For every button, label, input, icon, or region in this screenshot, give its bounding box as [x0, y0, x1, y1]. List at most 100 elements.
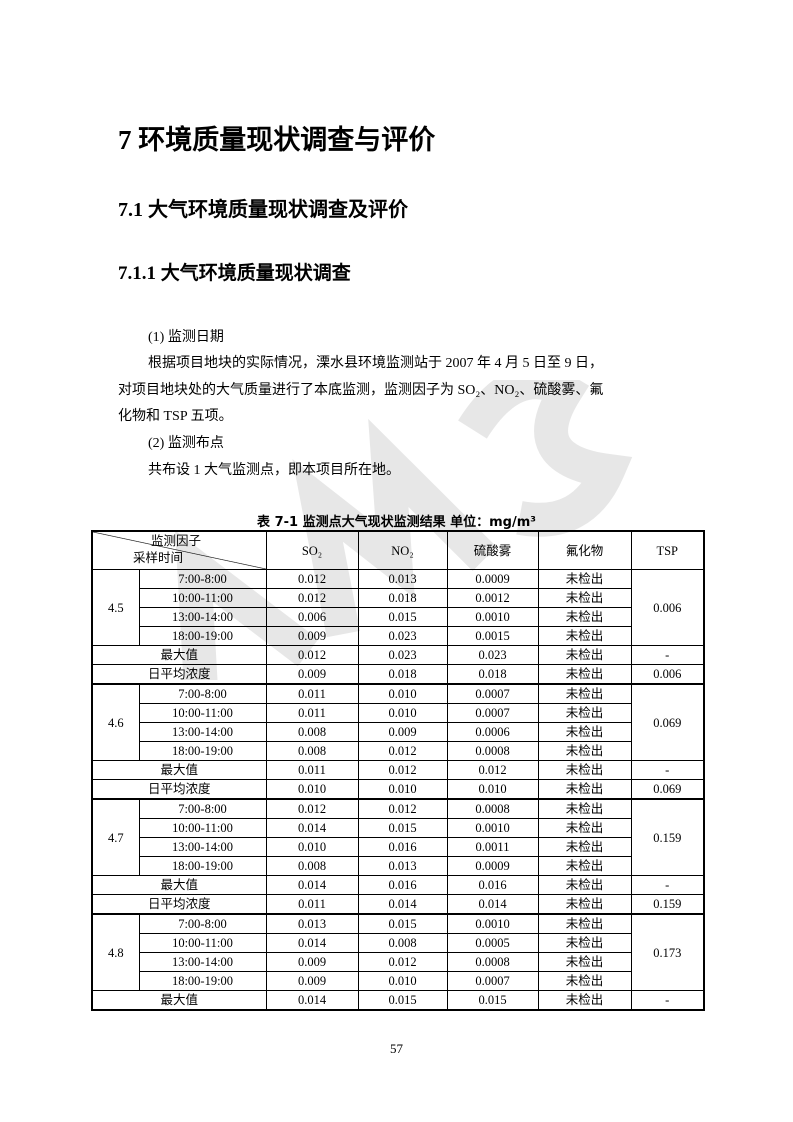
header-factor-label: 监测因子 [151, 534, 202, 548]
value-cell: 未检出 [537, 894, 632, 915]
value-cell: 0.069 [630, 779, 705, 800]
time-cell: 7:00-8:00 [138, 798, 267, 819]
max-row: 最大值 0.014 0.015 0.015 未检出 - [91, 990, 705, 1011]
value-cell: 0.0007 [446, 703, 539, 723]
table-row: 10:00-11:00 0.014 0.015 0.0010 未检出 [92, 818, 704, 838]
value-cell: 0.0008 [446, 798, 539, 819]
value-cell: 0.0012 [446, 588, 539, 608]
time-cell: 10:00-11:00 [138, 818, 267, 838]
value-cell: 0.012 [357, 760, 448, 780]
value-cell: 0.015 [357, 607, 448, 627]
paragraph-line: 对项目地块处的大气质量进行了本底监测，监测因子为 SO₂、NO₂、硫酸雾、氟 [118, 383, 604, 398]
value-cell: 未检出 [537, 683, 632, 704]
value-cell: 0.014 [446, 894, 539, 915]
value-cell: 0.018 [446, 664, 539, 685]
table-row: 13:00-14:00 0.009 0.012 0.0008 未检出 [92, 952, 704, 972]
max-label: 最大值 [91, 875, 267, 895]
tsp-cell: 0.006 [630, 569, 705, 646]
max-row: 最大值 0.011 0.012 0.012 未检出 - [91, 760, 705, 780]
avg-row: 日平均浓度 0.009 0.018 0.018 未检出 0.006 [91, 664, 705, 685]
value-cell: 0.023 [357, 626, 448, 646]
value-cell: 0.0008 [446, 741, 539, 761]
value-cell: 0.012 [357, 741, 448, 761]
value-cell: 0.014 [265, 933, 359, 953]
value-cell: 未检出 [537, 971, 632, 991]
value-cell: 0.012 [357, 952, 448, 972]
value-cell: 0.0008 [446, 952, 539, 972]
value-cell: 未检出 [537, 664, 632, 685]
value-cell: 0.010 [265, 837, 359, 857]
value-cell: 未检出 [537, 875, 632, 895]
chapter-heading: 7 环境质量现状调查与评价 [118, 125, 436, 155]
value-cell: - [630, 760, 705, 780]
value-cell: 未检出 [537, 856, 632, 876]
table-row: 4.8 7:00-8:00 0.013 0.015 0.0010 未检出 0.173 [91, 913, 705, 991]
max-label: 最大值 [91, 645, 267, 665]
avg-label: 日平均浓度 [91, 664, 267, 685]
value-cell: 0.010 [357, 683, 448, 704]
column-header: SO₂ [265, 530, 359, 570]
diagonal-header-cell: 监测因子采样时间 [91, 530, 267, 570]
monitoring-results-table: 监测因子 采样时间 SO₂ NO₂ 硫酸雾 氟化物 TSP 4.5 7:00-8:00 0.012… [91, 530, 705, 1011]
value-cell: 0.023 [357, 645, 448, 665]
value-cell: 0.008 [357, 933, 448, 953]
value-cell: 0.011 [265, 894, 359, 915]
value-cell: 0.009 [265, 626, 359, 646]
table-row: 18:00-19:00 0.008 0.012 0.0008 未检出 [92, 741, 704, 761]
value-cell: 0.016 [357, 875, 448, 895]
value-cell: 0.0007 [446, 683, 539, 704]
table-row: 4.6 7:00-8:00 0.011 0.010 0.0007 未检出 0.069 [91, 683, 705, 761]
value-cell: 0.0009 [446, 569, 539, 589]
time-cell: 7:00-8:00 [138, 913, 267, 934]
value-cell: 0.012 [265, 588, 359, 608]
value-cell: 0.018 [357, 588, 448, 608]
paragraph-line: 化物和 TSP 五项。 [118, 409, 233, 424]
value-cell: 0.009 [265, 952, 359, 972]
value-cell: 0.014 [265, 875, 359, 895]
time-cell: 10:00-11:00 [138, 933, 267, 953]
date-cell: 4.8 [91, 913, 140, 991]
value-cell: 0.016 [357, 837, 448, 857]
section-heading: 7.1 大气环境质量现状调查及评价 [118, 199, 408, 221]
value-cell: 0.014 [265, 990, 359, 1011]
value-cell: 0.013 [357, 856, 448, 876]
value-cell: 0.011 [265, 703, 359, 723]
value-cell: 0.008 [265, 741, 359, 761]
column-header: NO₂ [357, 530, 448, 570]
value-cell: 0.015 [446, 990, 539, 1011]
column-header: 硫酸雾 [446, 530, 539, 570]
paragraph-line: 共布设 1 大气监测点，即本项目所在地。 [148, 463, 400, 478]
value-cell: 0.010 [265, 779, 359, 800]
value-cell: 0.011 [265, 683, 359, 704]
value-cell: 0.018 [357, 664, 448, 685]
table-row: 4.5 7:00-8:00 0.012 0.013 0.0009 未检出 0.006 [91, 569, 705, 646]
value-cell: 未检出 [537, 741, 632, 761]
value-cell: 0.015 [357, 818, 448, 838]
time-cell: 18:00-19:00 [138, 971, 267, 991]
table-row: 10:00-11:00 0.012 0.018 0.0012 未检出 [92, 588, 704, 608]
value-cell: 未检出 [537, 645, 632, 665]
value-cell: 0.0007 [446, 971, 539, 991]
header-time-label: 采样时间 [133, 551, 184, 565]
paragraph-monitoring-layout-title: (2) 监测布点 [148, 436, 224, 451]
value-cell: 0.009 [357, 722, 448, 742]
avg-label: 日平均浓度 [91, 779, 267, 800]
value-cell: 0.013 [357, 569, 448, 589]
column-header: TSP [630, 530, 705, 570]
date-cell: 4.5 [91, 569, 140, 646]
avg-row: 日平均浓度 0.010 0.010 0.010 未检出 0.069 [91, 779, 705, 800]
paragraph-monitoring-date-title: (1) 监测日期 [148, 330, 224, 345]
time-cell: 10:00-11:00 [138, 703, 267, 723]
value-cell: 0.0010 [446, 818, 539, 838]
value-cell: 0.0010 [446, 913, 539, 934]
value-cell: 0.014 [265, 818, 359, 838]
value-cell: - [630, 875, 705, 895]
value-cell: 未检出 [537, 588, 632, 608]
value-cell: 0.006 [630, 664, 705, 685]
time-cell: 10:00-11:00 [138, 588, 267, 608]
max-row: 最大值 0.012 0.023 0.023 未检出 - [91, 645, 705, 665]
column-header: 氟化物 [537, 530, 632, 570]
value-cell: 0.012 [265, 798, 359, 819]
avg-row: 日平均浓度 0.011 0.014 0.014 未检出 0.159 [91, 894, 705, 915]
value-cell: 0.006 [265, 607, 359, 627]
